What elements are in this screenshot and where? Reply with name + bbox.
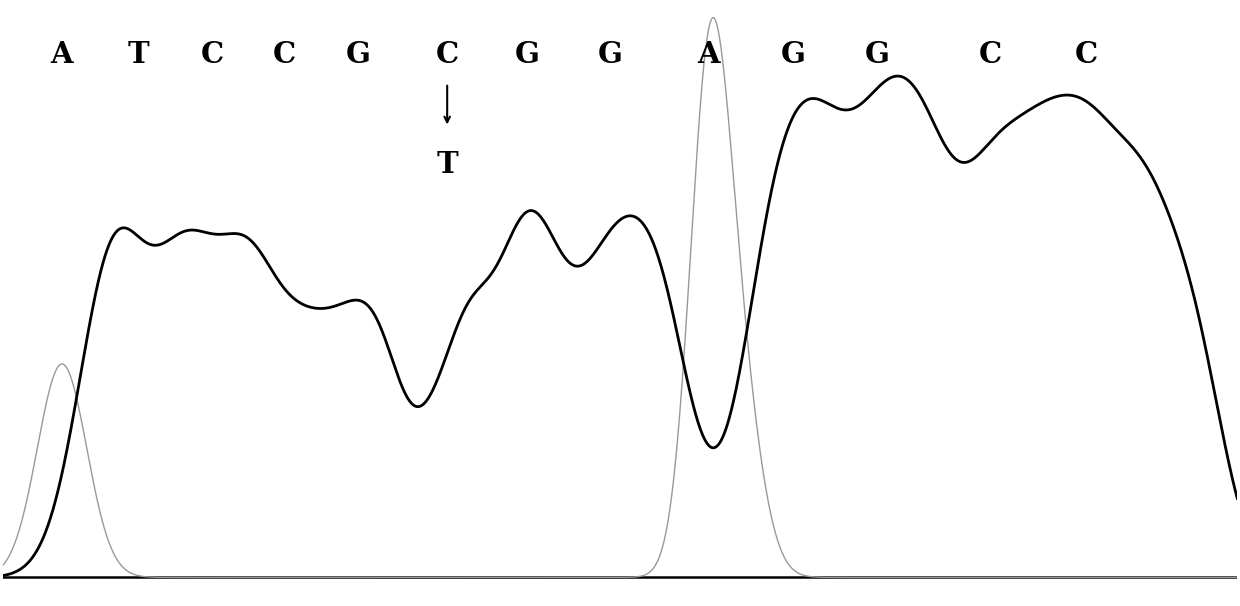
Text: G: G — [346, 41, 371, 70]
Text: A: A — [698, 41, 720, 70]
Text: A: A — [51, 41, 73, 70]
Text: C: C — [435, 41, 459, 70]
Text: C: C — [1075, 41, 1099, 70]
Text: C: C — [201, 41, 224, 70]
Text: T: T — [436, 150, 458, 179]
Text: G: G — [515, 41, 539, 70]
Text: G: G — [598, 41, 622, 70]
Text: C: C — [978, 41, 1002, 70]
Text: G: G — [864, 41, 889, 70]
Text: G: G — [780, 41, 805, 70]
Text: T: T — [128, 41, 149, 70]
Text: C: C — [273, 41, 296, 70]
